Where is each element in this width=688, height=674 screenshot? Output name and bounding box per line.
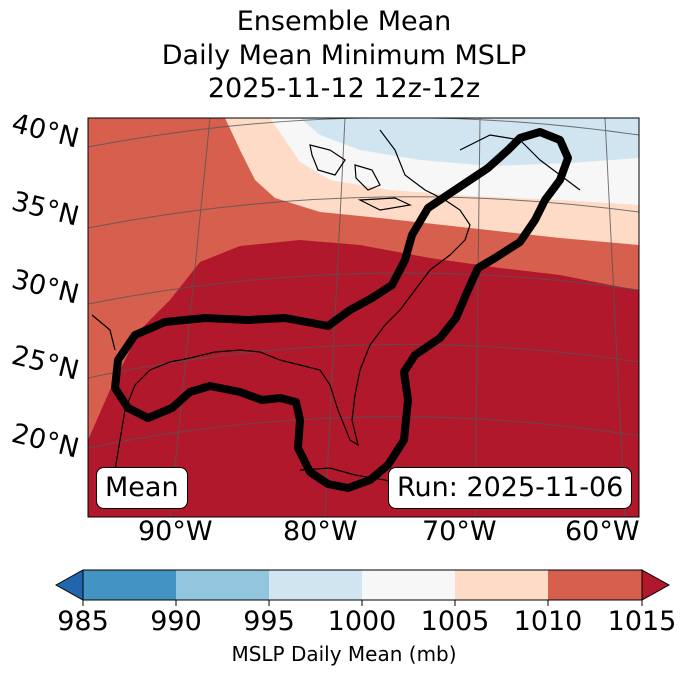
colorbar-extend-low [54, 569, 84, 601]
colorbar-tick-1000: 1000 [327, 606, 397, 637]
field-995-1000 [300, 118, 639, 166]
colorbar-label: MSLP Daily Mean (mb) [231, 642, 457, 666]
colorbar-tick-990: 990 [150, 606, 202, 637]
mean-label-box: Mean [96, 467, 188, 509]
colorbar-segment-1010-1015 [548, 570, 642, 600]
title-line-1: Ensemble Mean [236, 6, 452, 37]
lon-label-70w: 70°W [422, 516, 497, 547]
field-above-1015 [88, 240, 639, 517]
colorbar-segment-990-995 [176, 570, 269, 600]
lon-label-90w: 90°W [138, 516, 213, 547]
colorbar [54, 569, 671, 606]
ensemble-contour [111, 128, 572, 492]
lon-label-80w: 80°W [283, 516, 358, 547]
coastlines [91, 129, 581, 501]
colorbar-segment-995-1000 [269, 570, 362, 600]
pressure-field [88, 118, 639, 517]
title-line-3: 2025-11-12 12z-12z [207, 73, 481, 104]
colorbar-segment-1005-1010 [455, 570, 548, 600]
colorbar-segment-985-990 [83, 570, 176, 600]
lon-label-60w: 60°W [565, 516, 640, 547]
colorbar-tick-995: 995 [243, 606, 295, 637]
colorbar-ticks [82, 600, 643, 606]
colorbar-tick-985: 985 [57, 606, 109, 637]
colorbar-tick-1010: 1010 [513, 606, 583, 637]
title-line-2: Daily Mean Minimum MSLP [161, 40, 527, 71]
colorbar-tick-1005: 1005 [420, 606, 490, 637]
map-frame [87, 117, 640, 518]
run-date-box: Run: 2025-11-06 [388, 467, 633, 509]
colorbar-tick-1015: 1015 [607, 606, 677, 637]
colorbar-segment-1000-1005 [362, 570, 455, 600]
colorbar-extend-high [641, 569, 671, 601]
